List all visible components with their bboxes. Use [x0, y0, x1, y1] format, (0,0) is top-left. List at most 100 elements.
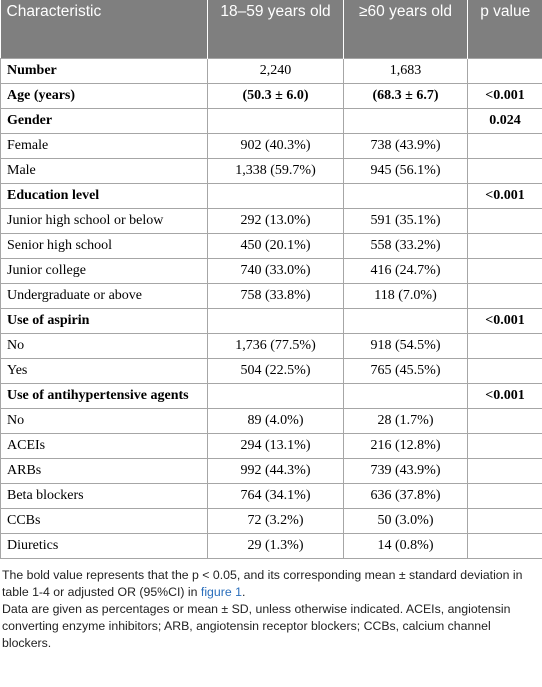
row-label: Yes [0, 357, 208, 384]
value-cell [467, 407, 542, 434]
value-cell: (68.3 ± 6.7) [343, 82, 468, 109]
data-table: Characteristic 18–59 years old ≥60 years… [0, 0, 542, 559]
table-row: Diuretics 29 (1.3%) 14 (0.8%) [0, 532, 542, 559]
value-cell [467, 482, 542, 509]
figure-link[interactable]: figure 1 [200, 584, 242, 599]
row-label: Undergraduate or above [0, 282, 208, 309]
footnote-text: The bold value represents that the p < 0… [2, 567, 523, 599]
value-cell: 1,338 (59.7%) [207, 157, 344, 184]
header-row: Characteristic 18–59 years old ≥60 years… [0, 0, 542, 58]
header-cell: p value [467, 0, 542, 58]
row-label: No [0, 332, 208, 359]
value-cell: 739 (43.9%) [343, 457, 468, 484]
table-row: Education level <0.001 [0, 182, 542, 209]
value-cell [207, 107, 344, 134]
value-cell: 416 (24.7%) [343, 257, 468, 284]
value-cell: 764 (34.1%) [207, 482, 344, 509]
table-row: Junior college 740 (33.0%) 416 (24.7%) [0, 257, 542, 284]
value-cell [467, 457, 542, 484]
row-label: Use of antihypertensive agents [0, 382, 208, 409]
table-row: No 89 (4.0%) 28 (1.7%) [0, 407, 542, 434]
table-body: Number 2,240 1,683 Age (years) (50.3 ± 6.0)(… [0, 57, 542, 559]
value-cell [343, 182, 468, 209]
row-label: ACEIs [0, 432, 208, 459]
value-cell [467, 157, 542, 184]
row-label: Junior college [0, 257, 208, 284]
value-cell: 50 (3.0%) [343, 507, 468, 534]
value-cell: 738 (43.9%) [343, 132, 468, 159]
value-cell [467, 332, 542, 359]
value-cell: 89 (4.0%) [207, 407, 344, 434]
value-cell [467, 357, 542, 384]
table-row: Junior high school or below 292 (13.0%) 59… [0, 207, 542, 234]
table-row: Yes 504 (22.5%) 765 (45.5%) [0, 357, 542, 384]
header-cell: ≥60 years old [343, 0, 468, 58]
row-label: Age (years) [0, 82, 208, 109]
value-cell [207, 382, 344, 409]
value-cell [467, 532, 542, 559]
value-cell [207, 182, 344, 209]
value-cell: 294 (13.1%) [207, 432, 344, 459]
value-cell: (50.3 ± 6.0) [207, 82, 344, 109]
value-cell: 558 (33.2%) [343, 232, 468, 259]
table-row: Gender 0.024 [0, 107, 542, 134]
row-label: Education level [0, 182, 208, 209]
value-cell [467, 207, 542, 234]
footnote: Data are given as percentages or mean ± … [2, 601, 511, 650]
value-cell [467, 507, 542, 534]
table-row: ACEIs 294 (13.1%) 216 (12.8%) [0, 432, 542, 459]
header-cell: 18–59 years old [207, 0, 344, 58]
row-label: Beta blockers [0, 482, 208, 509]
footnote-text: . [241, 584, 246, 599]
value-cell: 504 (22.5%) [207, 357, 344, 384]
row-label: Use of aspirin [0, 307, 208, 334]
value-cell [467, 282, 542, 309]
table-row: Use of antihypertensive agents <0.001 [0, 382, 542, 409]
row-label: Senior high school [0, 232, 208, 259]
value-cell [343, 307, 468, 334]
table-row: Number 2,240 1,683 [0, 57, 542, 84]
table-row: Undergraduate or above 758 (33.8%) 118 (7.… [0, 282, 542, 309]
value-cell: <0.001 [467, 182, 542, 209]
footnotes: The bold value represents that the p < 0… [0, 559, 542, 652]
value-cell: 292 (13.0%) [207, 207, 344, 234]
value-cell: <0.001 [467, 307, 542, 334]
footnote: The bold value represents that the p < 0… [2, 567, 542, 601]
value-cell: 29 (1.3%) [207, 532, 344, 559]
row-label: Female [0, 132, 208, 159]
table-row: Beta blockers 764 (34.1%) 636 (37.8%) [0, 482, 542, 509]
header-cell: Characteristic [0, 0, 208, 58]
value-cell: <0.001 [467, 382, 542, 409]
value-cell: 636 (37.8%) [343, 482, 468, 509]
row-label: Junior high school or below [0, 207, 208, 234]
value-cell [467, 132, 542, 159]
row-label: ARBs [0, 457, 208, 484]
value-cell [207, 307, 344, 334]
value-cell: 2,240 [207, 57, 344, 84]
value-cell [467, 257, 542, 284]
value-cell: 72 (3.2%) [207, 507, 344, 534]
row-label: No [0, 407, 208, 434]
value-cell: 1,736 (77.5%) [207, 332, 344, 359]
row-label: Diuretics [0, 532, 208, 559]
value-cell: 28 (1.7%) [343, 407, 468, 434]
table-row: Age (years) (50.3 ± 6.0) (68.3 ± 6.7) <0.00… [0, 82, 542, 109]
row-label: Number [0, 57, 208, 84]
value-cell: 992 (44.3%) [207, 457, 344, 484]
table-row: CCBs 72 (3.2%) 50 (3.0%) [0, 507, 542, 534]
value-cell: 1,683 [343, 57, 468, 84]
row-label: CCBs [0, 507, 208, 534]
value-cell: 450 (20.1%) [207, 232, 344, 259]
table-row: Male 1,338 (59.7%) 945 (56.1%) [0, 157, 542, 184]
value-cell: 14 (0.8%) [343, 532, 468, 559]
value-cell [467, 432, 542, 459]
value-cell: 918 (54.5%) [343, 332, 468, 359]
value-cell [343, 107, 468, 134]
table-row: No 1,736 (77.5%) 918 (54.5%) [0, 332, 542, 359]
value-cell [467, 232, 542, 259]
value-cell: 0.024 [467, 107, 542, 134]
value-cell: 765 (45.5%) [343, 357, 468, 384]
value-cell: 118 (7.0%) [343, 282, 468, 309]
row-label: Gender [0, 107, 208, 134]
